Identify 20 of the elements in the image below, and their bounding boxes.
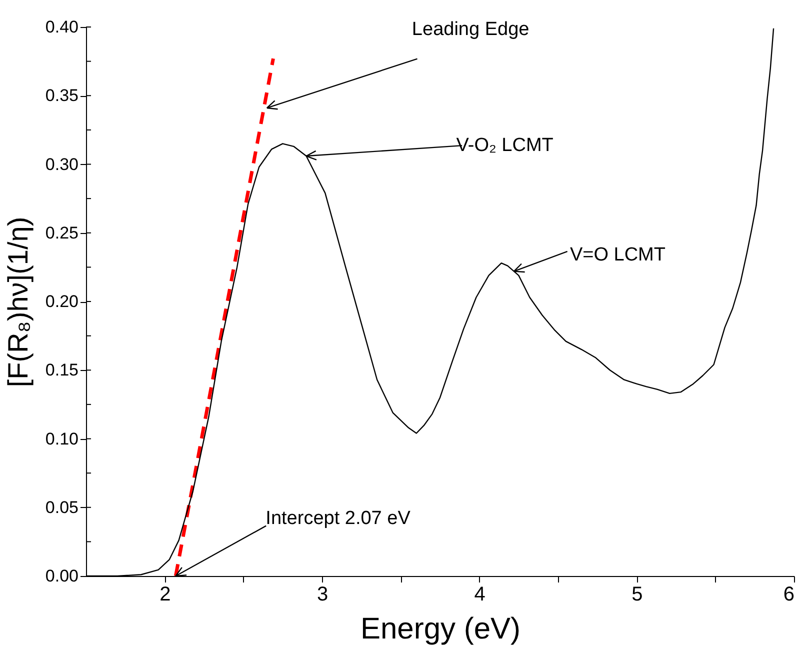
y-tick-label: 0.30 — [45, 154, 78, 174]
x-tick-label: 2 — [160, 584, 171, 606]
x-tick-label: 5 — [632, 584, 643, 606]
x-axis-title: Energy (eV) — [360, 612, 521, 646]
annotation: V-O₂ LCMT — [456, 135, 554, 156]
annotation: V=O LCMT — [570, 244, 666, 266]
y-axis-title: [F(R₈)hν](1/η) — [2, 216, 34, 388]
x-tick-label: 3 — [316, 584, 328, 606]
y-tick-label: 0.10 — [45, 429, 78, 448]
y-tick-label: 0.35 — [45, 86, 78, 106]
x-tick-label: 6 — [783, 584, 794, 606]
y-tick-label: 0.05 — [45, 498, 78, 517]
y-tick-label: 0.25 — [45, 223, 78, 242]
x-tick-label: 4 — [474, 584, 486, 606]
y-tick-label: 0.15 — [45, 360, 78, 380]
y-tick-label: 0.00 — [45, 566, 78, 586]
y-tick-label: 0.40 — [45, 18, 78, 36]
y-tick-label: 0.20 — [45, 292, 78, 311]
annotation: Intercept 2.07 eV — [266, 508, 411, 529]
annotation: Leading Edge — [412, 18, 530, 40]
